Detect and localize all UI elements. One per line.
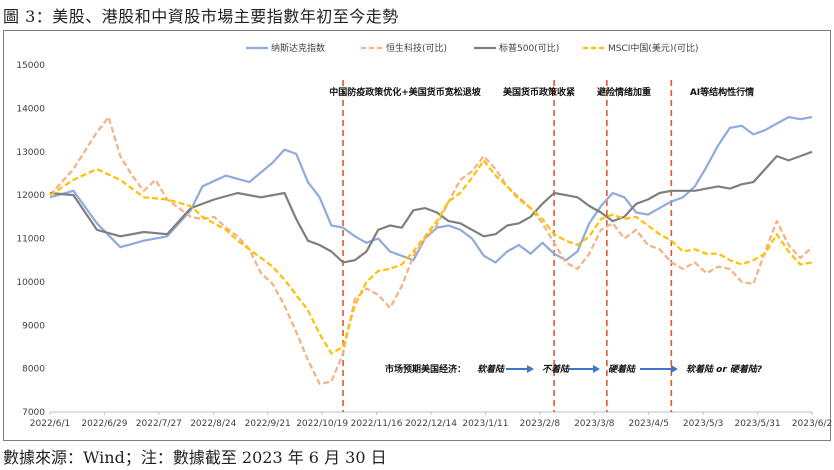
x-tick-label: 2022/9/21 xyxy=(245,419,291,429)
x-tick-label: 2022/10/19 xyxy=(296,419,348,429)
x-tick-label: 2023/3/8 xyxy=(574,419,615,429)
y-tick-label: 12000 xyxy=(16,191,45,201)
legend-label-sp500: 标普500(可比) xyxy=(499,42,559,54)
legend-label-msci: MSCI中国(美元)(可比) xyxy=(608,42,698,54)
y-tick-label: 10000 xyxy=(16,278,45,288)
x-tick-label: 2022/7/27 xyxy=(136,419,182,429)
y-tick-label: 11000 xyxy=(16,235,45,245)
x-tick-label: 2023/4/5 xyxy=(629,419,669,429)
event-label: 中国防疫政策优化+美国货币宽松退坡 xyxy=(329,86,482,98)
x-tick-label: 2023/2/8 xyxy=(520,419,561,429)
legend-label-hsi: 恒生科技(可比) xyxy=(386,42,447,54)
series-msci xyxy=(49,159,813,355)
expectation-arrow-head xyxy=(593,365,600,373)
y-tick-label: 13000 xyxy=(16,148,45,158)
expectation-prefix: 市场预期美国经济： xyxy=(385,363,466,375)
event-label: 避险情绪加重 xyxy=(597,86,651,98)
event-label: AI等结构性行情 xyxy=(690,86,754,98)
event-lines xyxy=(342,80,673,412)
axes: 15000 14000 13000 12000 11000 10000 9000 8000 70… xyxy=(16,61,832,429)
expectation-stage: 软着陆 or 硬着陆? xyxy=(686,364,762,375)
x-tick-label: 2022/12/14 xyxy=(405,419,457,429)
x-tick-label: 2023/5/31 xyxy=(734,419,780,429)
source-note: 數據來源：Wind；注：數據截至 2023 年 6 月 30 日 xyxy=(3,448,387,467)
expectation-arrow-head xyxy=(671,365,678,373)
series-lines xyxy=(49,116,813,385)
x-tick-label: 2022/11/16 xyxy=(351,419,403,429)
x-tick-label: 2022/6/1 xyxy=(30,419,70,429)
x-tick-label: 2023/5/3 xyxy=(683,419,723,429)
annotations: 中国防疫政策优化+美国货币宽松退坡 美国货币政策收紧 避险情绪加重 AI等结构性行情市… xyxy=(329,86,762,375)
y-tick-label: 14000 xyxy=(16,104,45,114)
legend-label-nasdaq: 纳斯达克指数 xyxy=(271,42,325,54)
figure-title: 圖 3：美股、港股和中資股市場主要指數年初至今走勢 xyxy=(3,7,399,26)
series-hsi xyxy=(49,116,813,385)
expectation-stage: 不着陆 xyxy=(542,364,570,375)
y-tick-label: 9000 xyxy=(22,321,45,331)
y-tick-label: 7000 xyxy=(22,408,45,418)
expectation-arrow-head xyxy=(527,365,534,373)
series-nasdaq xyxy=(49,116,813,264)
y-tick-label: 8000 xyxy=(22,365,45,375)
x-tick-label: 2022/6/29 xyxy=(81,419,127,429)
expectation-stage: 软着陆 xyxy=(477,364,505,375)
x-tick-label: 2022/8/24 xyxy=(190,419,236,429)
legend: 纳斯达克指数 恒生科技(可比) 标普500(可比) MSCI中国(美元)(可比) xyxy=(246,42,698,54)
y-tick-label: 15000 xyxy=(16,61,45,71)
event-label: 美国货币政策收紧 xyxy=(503,86,575,98)
x-tick-label: 2023/6/2 xyxy=(792,419,832,429)
series-sp500 xyxy=(49,150,813,264)
expectation-stage: 硬着陆 xyxy=(608,364,636,375)
x-tick-label: 2023/1/11 xyxy=(462,419,508,429)
chart-frame xyxy=(3,30,831,441)
